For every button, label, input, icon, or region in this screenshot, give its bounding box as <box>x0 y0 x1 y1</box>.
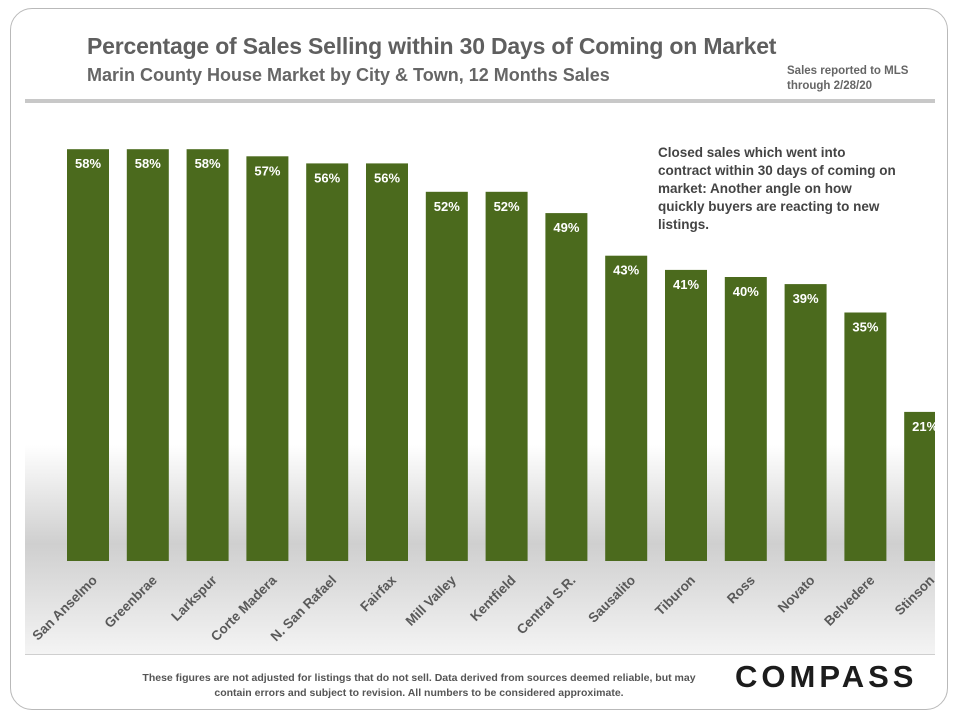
data-label: 52% <box>434 199 460 214</box>
bar-ross <box>724 277 767 561</box>
bar-kentfield <box>485 191 528 562</box>
data-label: 58% <box>195 156 221 171</box>
bar-san-anselmo <box>67 149 109 561</box>
data-label: 41% <box>673 277 699 292</box>
bar-tiburon <box>665 269 707 561</box>
disclaimer: These figures are not adjusted for listi… <box>142 672 696 700</box>
data-label: 40% <box>733 284 759 299</box>
bar-mill-valley <box>425 191 468 562</box>
bar-stinson <box>904 411 935 561</box>
data-label: 57% <box>254 163 280 178</box>
bar-n-san-rafael <box>306 163 349 561</box>
chart-area: 58% 58% 58% 57% 56% 56% 52% 52% 49% 43% 41% 40% 39% 3… <box>25 104 935 654</box>
bar-belvedere <box>844 312 887 561</box>
data-label: 56% <box>314 170 340 185</box>
chart-title: Percentage of Sales Selling within 30 Da… <box>87 33 777 59</box>
chart-subtitle: Marin County House Market by City & Town… <box>87 65 610 85</box>
bar-novato <box>784 284 827 561</box>
bar-larkspur <box>186 149 229 561</box>
bar-corte-madera <box>246 156 289 562</box>
header-divider <box>25 99 935 103</box>
source-note: Sales reported to MLS through 2/28/20 <box>787 65 909 92</box>
data-label: 58% <box>135 156 161 171</box>
data-label: 35% <box>852 320 878 335</box>
data-label: 58% <box>75 156 101 171</box>
data-label: 52% <box>494 199 520 214</box>
data-label: 21% <box>912 419 935 434</box>
footer-divider <box>25 654 935 655</box>
data-label: 43% <box>613 263 639 278</box>
bar-fairfax <box>366 163 408 561</box>
data-label: 39% <box>793 291 819 306</box>
slide-frame: Percentage of Sales Selling within 30 Da… <box>10 8 948 710</box>
annotation-box: Closed sales which went into contract wi… <box>638 138 908 232</box>
data-label: 56% <box>374 170 400 185</box>
bar-sausalito <box>605 255 648 561</box>
bar-central-s-r <box>545 213 588 561</box>
bar-greenbrae <box>126 149 169 561</box>
brand-logo: COMPASS <box>735 659 918 694</box>
data-label: 49% <box>553 220 579 235</box>
